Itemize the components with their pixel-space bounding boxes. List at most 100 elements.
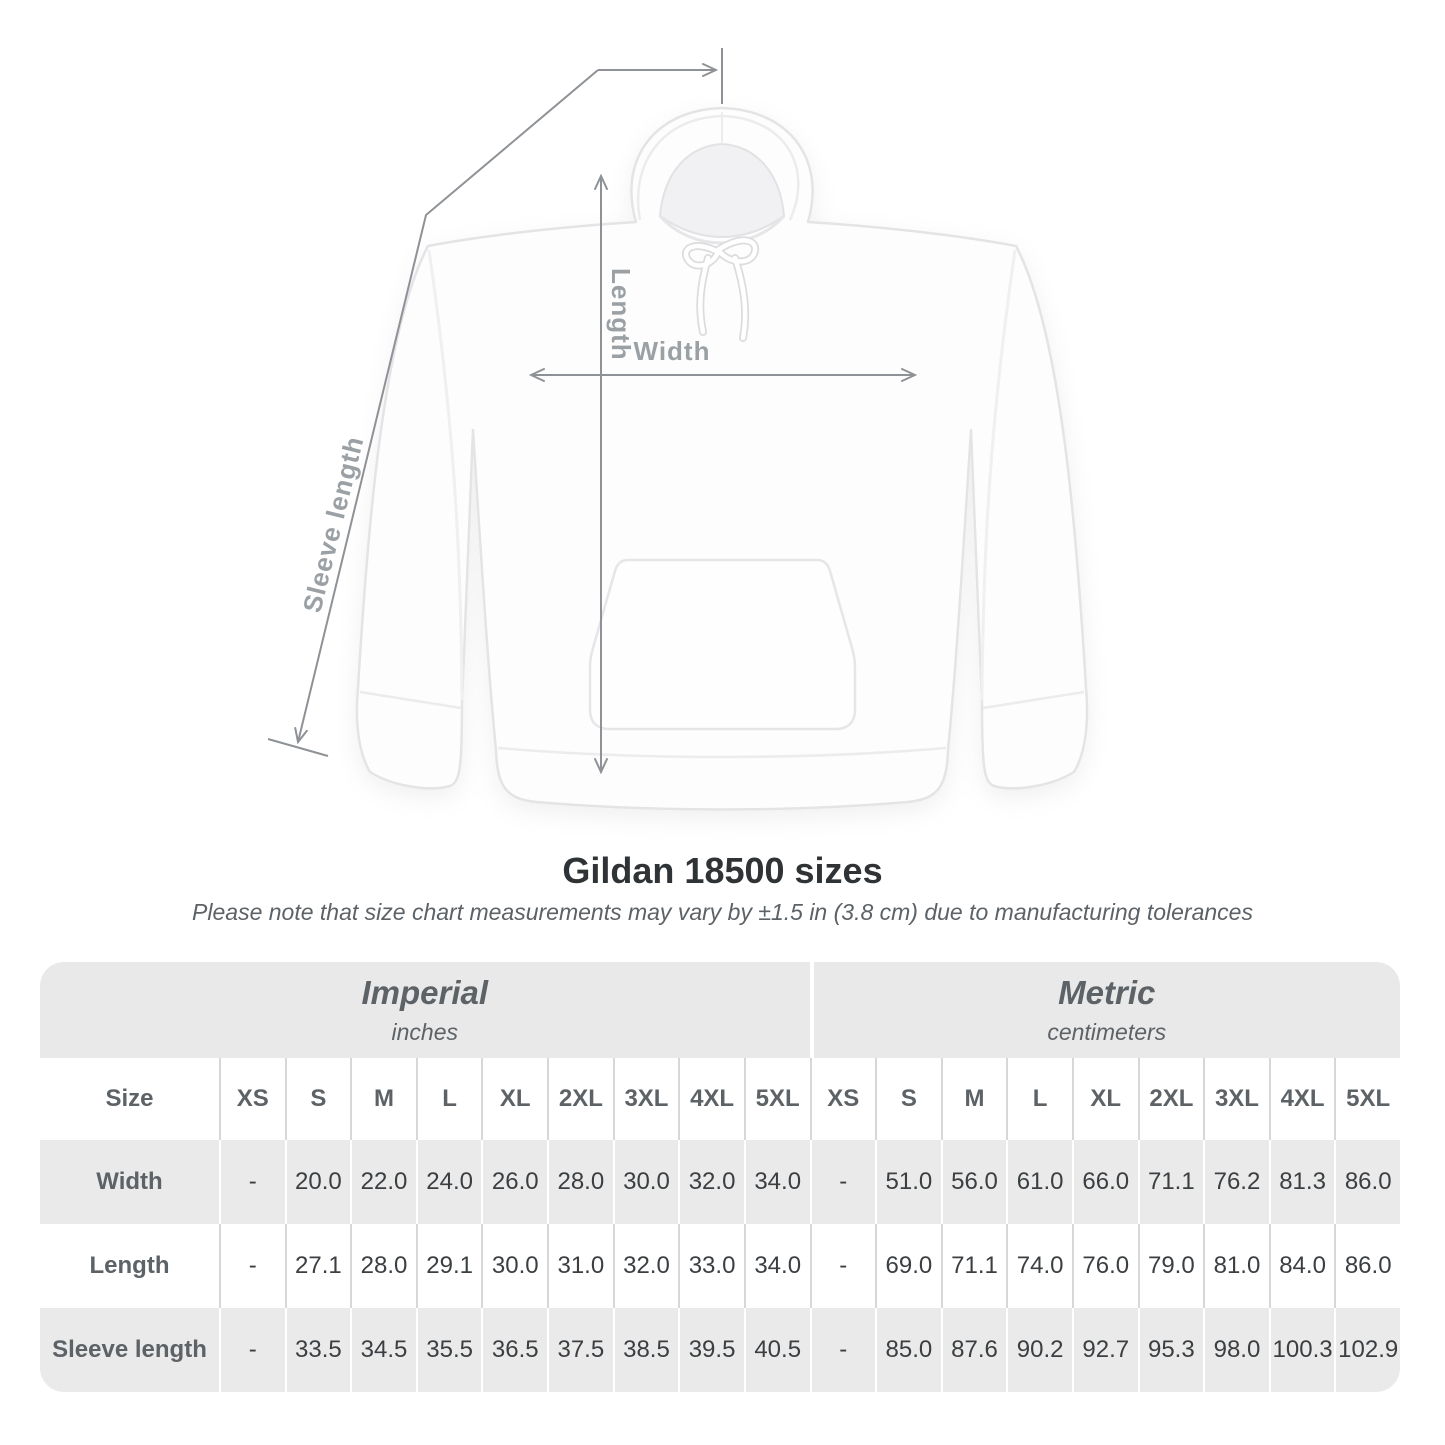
table-cell: 39.5: [678, 1308, 744, 1393]
table-cell: 95.3: [1137, 1308, 1204, 1393]
table-cell: 26.0: [481, 1140, 548, 1225]
table-cell: -: [219, 1308, 285, 1393]
table-cell: 28.0: [547, 1140, 613, 1225]
table-cell: 90.2: [1006, 1308, 1072, 1393]
table-cell: 56.0: [940, 1140, 1007, 1225]
size-header-cell: 4XL: [1268, 1058, 1335, 1141]
hood-front-edge: [658, 215, 786, 245]
right-cuff-seam: [982, 690, 1085, 710]
table-cell: 32.0: [678, 1140, 744, 1225]
tolerance-note: Please note that size chart measurements…: [192, 899, 1253, 926]
size-header-cell: 4XL: [678, 1058, 744, 1141]
table-cell: -: [809, 1140, 876, 1225]
sleeve-length-label: Sleeve length: [297, 433, 370, 616]
hood-opening: [658, 142, 786, 238]
size-header-cell: 3XL: [1203, 1058, 1269, 1141]
sleeve-end-tick: [267, 738, 329, 757]
table-cell: 36.5: [481, 1308, 548, 1393]
imperial-label: Imperial: [361, 974, 489, 1012]
hoodie-illustration: [355, 106, 1089, 811]
table-cell: 66.0: [1071, 1140, 1138, 1225]
table-cell: 30.0: [612, 1140, 679, 1225]
table-cell: 92.7: [1071, 1308, 1138, 1393]
table-cell: -: [219, 1224, 285, 1309]
table-cell: 30.0: [481, 1224, 548, 1309]
table-cell: 87.6: [940, 1308, 1007, 1393]
table-cell: 74.0: [1006, 1224, 1072, 1309]
row-label: Width: [40, 1140, 219, 1225]
size-header-cell: S: [284, 1058, 351, 1141]
table-cell: 28.0: [350, 1224, 416, 1309]
size-header-cell: 3XL: [612, 1058, 679, 1141]
table-cell: 24.0: [415, 1140, 482, 1225]
hem-band-seam: [497, 746, 947, 759]
table-cell: 76.0: [1071, 1224, 1138, 1309]
measurement-lines: [267, 48, 915, 772]
table-cell: 86.0: [1334, 1224, 1400, 1309]
table-cell: 71.1: [1137, 1140, 1204, 1225]
kangaroo-pocket: [588, 558, 857, 731]
size-header-cell: 5XL: [1334, 1058, 1400, 1141]
size-header-cell: XL: [1071, 1058, 1138, 1141]
right-sleeve-seam: [980, 249, 1017, 701]
table-cell: 20.0: [284, 1140, 351, 1225]
table-cell: 35.5: [415, 1308, 482, 1393]
size-header-cell: XL: [481, 1058, 548, 1141]
size-header-cell: 2XL: [1137, 1058, 1204, 1141]
metric-group-header: Metric centimeters: [809, 962, 1400, 1059]
size-header-cell: M: [940, 1058, 1007, 1141]
table-cell: 29.1: [415, 1224, 482, 1309]
drawstring: [682, 236, 760, 342]
row-label: Length: [40, 1224, 219, 1309]
left-cuff-seam: [359, 690, 462, 710]
table-cell: 38.5: [612, 1308, 679, 1393]
hoodie-measurement-diagram: Length Width Sleeve length: [267, 48, 1089, 811]
metric-label: Metric: [1058, 974, 1156, 1012]
imperial-group-header: Imperial inches: [40, 962, 810, 1059]
table-cell: 102.9: [1334, 1308, 1400, 1393]
table-cell: 85.0: [875, 1308, 941, 1393]
size-header-cell: L: [415, 1058, 482, 1141]
table-cell: 76.2: [1203, 1140, 1269, 1225]
hoodie-diagram-svg: Length Width Sleeve length: [267, 48, 1089, 811]
table-cell: 100.3: [1268, 1308, 1335, 1393]
table-cell: 81.0: [1203, 1224, 1269, 1309]
table-cell: 81.3: [1268, 1140, 1335, 1225]
table-cell: 33.0: [678, 1224, 744, 1309]
size-header-cell: XS: [809, 1058, 876, 1141]
table-cell: 22.0: [350, 1140, 416, 1225]
width-label: Width: [634, 336, 711, 366]
table-cell: -: [809, 1224, 876, 1309]
table-cell: 86.0: [1334, 1140, 1400, 1225]
table-cell: 69.0: [875, 1224, 941, 1309]
table-cell: 34.0: [743, 1224, 810, 1309]
metric-unit-label: centimeters: [1047, 1019, 1167, 1046]
sleeve-length-line: [298, 69, 599, 742]
table-cell: 98.0: [1203, 1308, 1269, 1393]
size-header-cell: 5XL: [743, 1058, 810, 1141]
left-sleeve-seam: [427, 249, 464, 701]
page-title: Gildan 18500 sizes: [562, 850, 883, 891]
table-cell: 37.5: [547, 1308, 613, 1393]
table-cell: 31.0: [547, 1224, 613, 1309]
size-header-cell: 2XL: [547, 1058, 613, 1141]
length-label: Length: [606, 268, 636, 361]
table-cell: 33.5: [284, 1308, 351, 1393]
size-column-header: Size: [40, 1058, 219, 1141]
table-cell: -: [809, 1308, 876, 1393]
table-cell: 27.1: [284, 1224, 351, 1309]
table-cell: 61.0: [1006, 1140, 1072, 1225]
row-label: Sleeve length: [40, 1308, 219, 1393]
table-cell: 34.5: [350, 1308, 416, 1393]
size-header-cell: L: [1006, 1058, 1072, 1141]
table-cell: 34.0: [743, 1140, 810, 1225]
size-header-cell: M: [350, 1058, 416, 1141]
table-cell: 40.5: [743, 1308, 810, 1393]
size-header-cell: XS: [219, 1058, 285, 1141]
table-cell: 84.0: [1268, 1224, 1335, 1309]
table-cell: 32.0: [612, 1224, 679, 1309]
table-cell: 79.0: [1137, 1224, 1204, 1309]
size-header-cell: S: [875, 1058, 941, 1141]
table-cell: -: [219, 1140, 285, 1225]
imperial-unit-label: inches: [391, 1019, 458, 1046]
